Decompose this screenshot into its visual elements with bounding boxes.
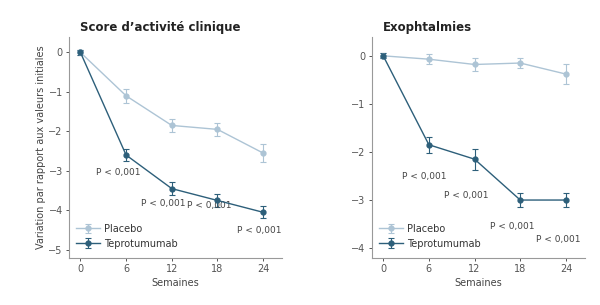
Legend: Placebo, Teprotumumab: Placebo, Teprotumumab [374,220,484,253]
Text: P < 0,001: P < 0,001 [490,222,535,231]
Text: P < 0,001: P < 0,001 [444,191,488,200]
Text: Exophtalmies: Exophtalmies [382,21,472,34]
Text: P < 0,001: P < 0,001 [142,199,186,208]
Text: P < 0,001: P < 0,001 [95,168,140,177]
Legend: Placebo, Teprotumumab: Placebo, Teprotumumab [72,220,182,253]
Text: P < 0,001: P < 0,001 [536,235,580,244]
X-axis label: Semaines: Semaines [455,278,502,288]
Text: P < 0,001: P < 0,001 [187,201,232,210]
Y-axis label: Variation par rapport aux valeurs initiales: Variation par rapport aux valeurs initia… [35,45,46,249]
Text: Score d’activité clinique: Score d’activité clinique [80,21,240,34]
Text: P < 0,001: P < 0,001 [236,226,281,235]
X-axis label: Semaines: Semaines [152,278,199,288]
Text: P < 0,001: P < 0,001 [402,171,447,181]
